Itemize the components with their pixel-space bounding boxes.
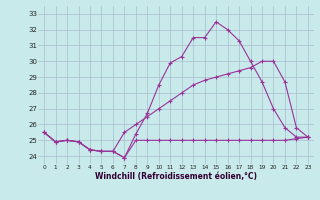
X-axis label: Windchill (Refroidissement éolien,°C): Windchill (Refroidissement éolien,°C) (95, 172, 257, 181)
